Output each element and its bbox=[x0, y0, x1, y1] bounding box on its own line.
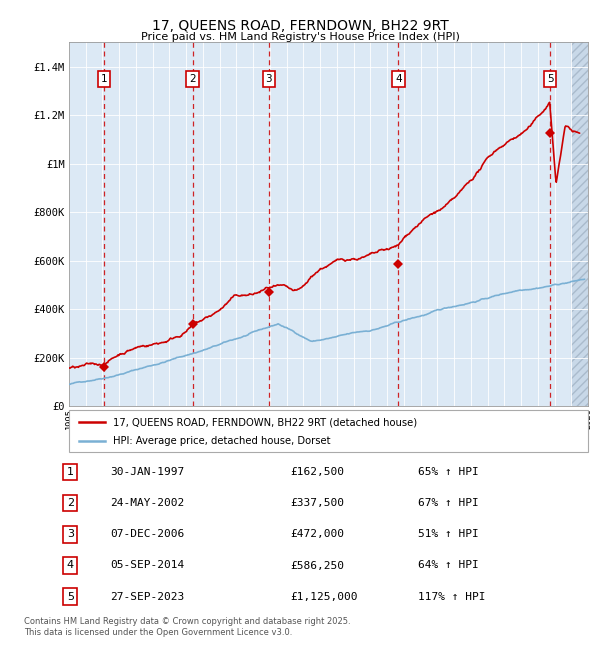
Bar bbox=[571, 42, 588, 406]
Text: £1,125,000: £1,125,000 bbox=[290, 592, 358, 602]
Text: £162,500: £162,500 bbox=[290, 467, 344, 477]
Text: 17, QUEENS ROAD, FERNDOWN, BH22 9RT: 17, QUEENS ROAD, FERNDOWN, BH22 9RT bbox=[152, 20, 448, 34]
Text: £472,000: £472,000 bbox=[290, 529, 344, 539]
Text: 2: 2 bbox=[190, 73, 196, 84]
Text: 1: 1 bbox=[67, 467, 74, 477]
Text: Price paid vs. HM Land Registry's House Price Index (HPI): Price paid vs. HM Land Registry's House … bbox=[140, 32, 460, 42]
Text: 51% ↑ HPI: 51% ↑ HPI bbox=[418, 529, 479, 539]
Text: 05-SEP-2014: 05-SEP-2014 bbox=[110, 560, 184, 571]
Text: £337,500: £337,500 bbox=[290, 498, 344, 508]
Text: 67% ↑ HPI: 67% ↑ HPI bbox=[418, 498, 479, 508]
Text: 30-JAN-1997: 30-JAN-1997 bbox=[110, 467, 184, 477]
Text: 1: 1 bbox=[101, 73, 107, 84]
Text: 5: 5 bbox=[547, 73, 553, 84]
Bar bbox=[571, 42, 588, 406]
Text: 3: 3 bbox=[67, 529, 74, 539]
Text: 65% ↑ HPI: 65% ↑ HPI bbox=[418, 467, 479, 477]
Text: 4: 4 bbox=[395, 73, 402, 84]
Text: 117% ↑ HPI: 117% ↑ HPI bbox=[418, 592, 485, 602]
Text: 5: 5 bbox=[67, 592, 74, 602]
Text: 64% ↑ HPI: 64% ↑ HPI bbox=[418, 560, 479, 571]
Text: Contains HM Land Registry data © Crown copyright and database right 2025.
This d: Contains HM Land Registry data © Crown c… bbox=[24, 618, 350, 637]
Text: 07-DEC-2006: 07-DEC-2006 bbox=[110, 529, 184, 539]
Text: 4: 4 bbox=[67, 560, 74, 571]
Text: 24-MAY-2002: 24-MAY-2002 bbox=[110, 498, 184, 508]
Text: £586,250: £586,250 bbox=[290, 560, 344, 571]
Text: 2: 2 bbox=[67, 498, 74, 508]
Text: 27-SEP-2023: 27-SEP-2023 bbox=[110, 592, 184, 602]
Text: 3: 3 bbox=[265, 73, 272, 84]
Text: 17, QUEENS ROAD, FERNDOWN, BH22 9RT (detached house): 17, QUEENS ROAD, FERNDOWN, BH22 9RT (det… bbox=[113, 417, 417, 427]
Text: HPI: Average price, detached house, Dorset: HPI: Average price, detached house, Dors… bbox=[113, 436, 331, 446]
